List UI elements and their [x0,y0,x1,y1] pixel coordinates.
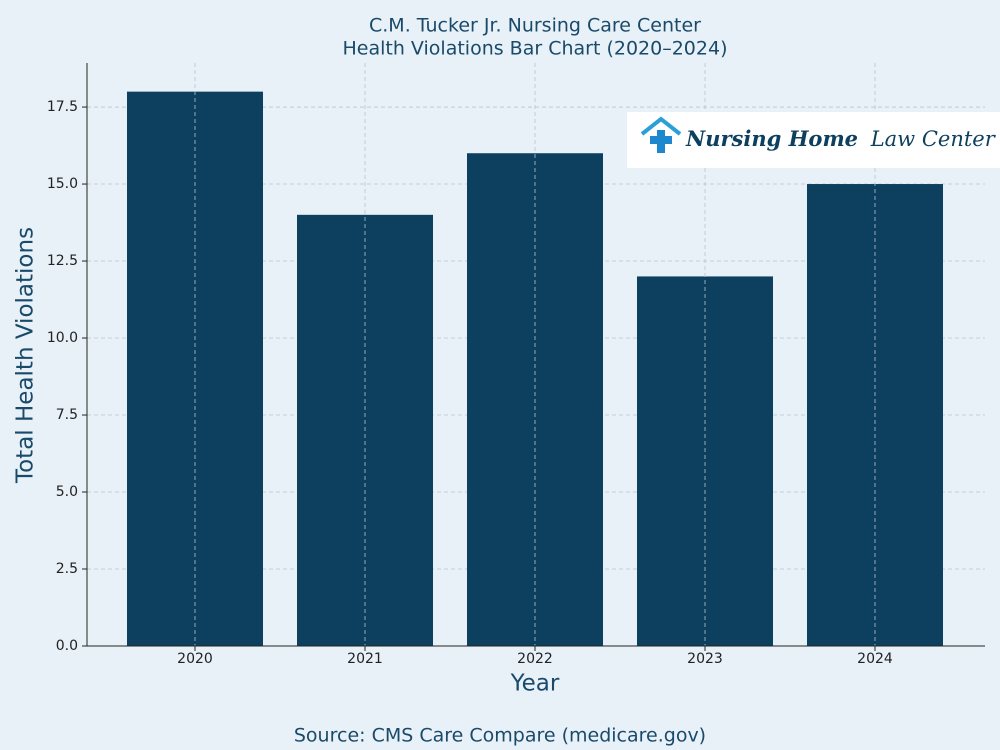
logo-cross [650,130,672,153]
y-tick-label: 7.5 [56,407,78,423]
logo-roof [640,116,682,136]
y-tick-label: 12.5 [47,253,78,269]
x-tick-label: 2020 [177,651,213,667]
plot-area: 0.0 2.5 5.0 7.5 10.0 12.5 15.0 17.5 2020 2021 2022… [47,63,985,667]
y-tick-label: 2.5 [56,561,78,577]
source-note: Source: CMS Care Compare (medicare.gov) [294,725,706,747]
y-axis-label: Total Health Violations [13,227,39,484]
y-tick-label: 5.0 [56,484,78,500]
x-tick-label: 2021 [347,651,383,667]
x-axis-label: Year [510,671,560,697]
x-tick-label: 2024 [857,651,893,667]
logo-box [627,112,1000,168]
x-tick-label: 2022 [517,651,553,667]
logo-rest: Law Center LLC [870,127,1000,151]
y-tick-label: 0.0 [56,638,78,654]
y-tick-label: 15.0 [47,176,78,192]
chart-title: C.M. Tucker Jr. Nursing Care Center [369,15,701,37]
logo-bold: Nursing Home [685,126,858,151]
logo-text: Nursing Home Law Center LLC [685,126,1000,151]
logo: Nursing Home Law Center LLC [627,112,1000,168]
x-tick-label: 2023 [687,651,723,667]
chart-subtitle: Health Violations Bar Chart (2020–2024) [343,38,728,60]
y-tick-label: 17.5 [47,99,78,115]
y-tick-label: 10.0 [47,330,78,346]
